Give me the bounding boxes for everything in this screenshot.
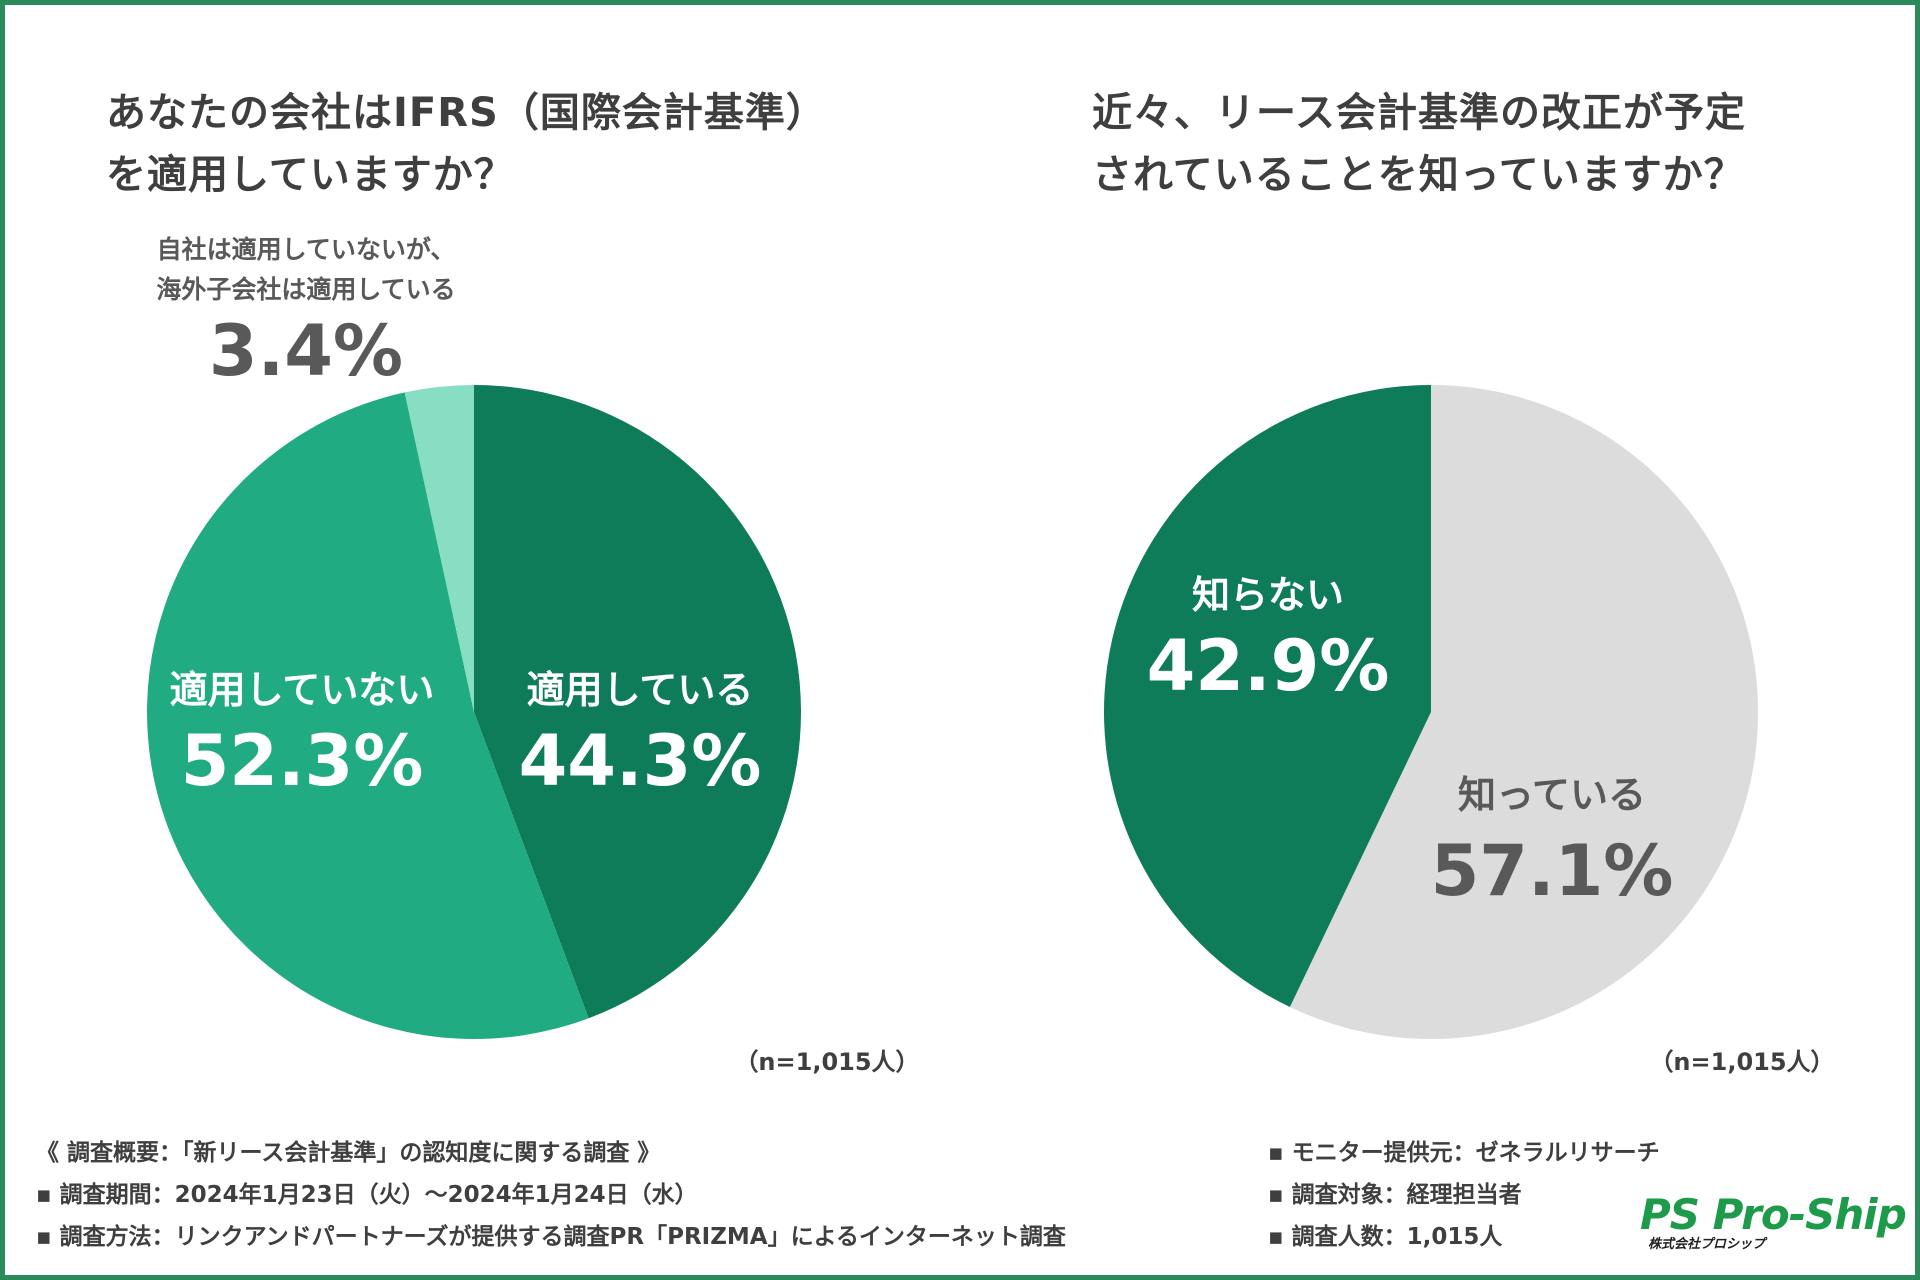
slice-label-subsidiary-line-2: 海外子会社は適用している [156, 275, 455, 304]
logo-company-name: 株式会社プロシップ [1648, 1237, 1766, 1252]
chart-2-sample-size: （n=1,015人） [1649, 1048, 1834, 1076]
slice-label-not-aware: 知らない [1192, 573, 1344, 617]
slice-value-aware: 57.1% [1431, 830, 1674, 912]
chart-2-title-line-2: されていることを知っていますか？ [1092, 152, 1745, 198]
logo-wordmark: PS Pro-Ship [1640, 1190, 1907, 1239]
slice-label-aware: 知っている [1458, 773, 1646, 817]
slice-value-subsidiary: 3.4% [209, 310, 403, 392]
slice-value-not-aware: 42.9% [1147, 625, 1390, 707]
pie-chart-lease [1103, 385, 1758, 1039]
pro-ship-logo: PS Pro-Ship 株式会社プロシップ [1640, 1190, 1907, 1252]
chart-1-title: あなたの会社はIFRS（国際会計基準） を適用していますか？ [106, 82, 827, 206]
lease-slice-1 [1289, 385, 1758, 1039]
slice-value-applied: 44.3% [519, 720, 762, 802]
survey-summary: 《 調査概要：「新リース会計基準」の認知度に関する調査 》 ▪ 調査期間：202… [36, 1132, 1066, 1258]
chart-1-sample-size: （n=1,015人） [734, 1048, 919, 1076]
lease-slice-2 [1103, 385, 1431, 1007]
survey-method: ▪ 調査方法：リンクアンドパートナーズが提供する調査PR「PRIZMA」によるイ… [36, 1224, 1066, 1250]
chart-1-title-line-1: あなたの会社はIFRS（国際会計基準） [106, 90, 827, 136]
chart-2-title-line-1: 近々、リース会計基準の改正が予定 [1092, 90, 1746, 136]
slice-label-subsidiary-line-1: 自社は適用していないが、 [157, 235, 456, 264]
chart-1-title-line-2: を適用していますか？ [106, 152, 515, 198]
survey-target: ▪ 調査対象：経理担当者 [1268, 1182, 1522, 1208]
survey-count: ▪ 調査人数：1,015人 [1268, 1224, 1503, 1250]
ifrs-slice-3 [404, 385, 474, 712]
slice-label-applied: 適用している [527, 668, 754, 712]
survey-details: ▪ モニター提供元：ゼネラルリサーチ ▪ 調査対象：経理担当者 ▪ 調査人数：1… [1268, 1132, 1660, 1258]
chart-2-title: 近々、リース会計基準の改正が予定 されていることを知っていますか？ [1092, 82, 1746, 206]
slice-label-not-applied: 適用していない [170, 668, 435, 712]
monitor-provider: ▪ モニター提供元：ゼネラルリサーチ [1268, 1140, 1660, 1166]
survey-period: ▪ 調査期間：2024年1月23日（火）〜2024年1月24日（水） [36, 1182, 698, 1208]
ifrs-slice-2 [146, 392, 589, 1039]
ifrs-slice-1 [474, 385, 801, 1019]
survey-summary-heading: 《 調査概要：「新リース会計基準」の認知度に関する調査 》 [36, 1140, 661, 1166]
pie-chart-ifrs [146, 385, 801, 1039]
slice-value-not-applied: 52.3% [181, 720, 424, 802]
